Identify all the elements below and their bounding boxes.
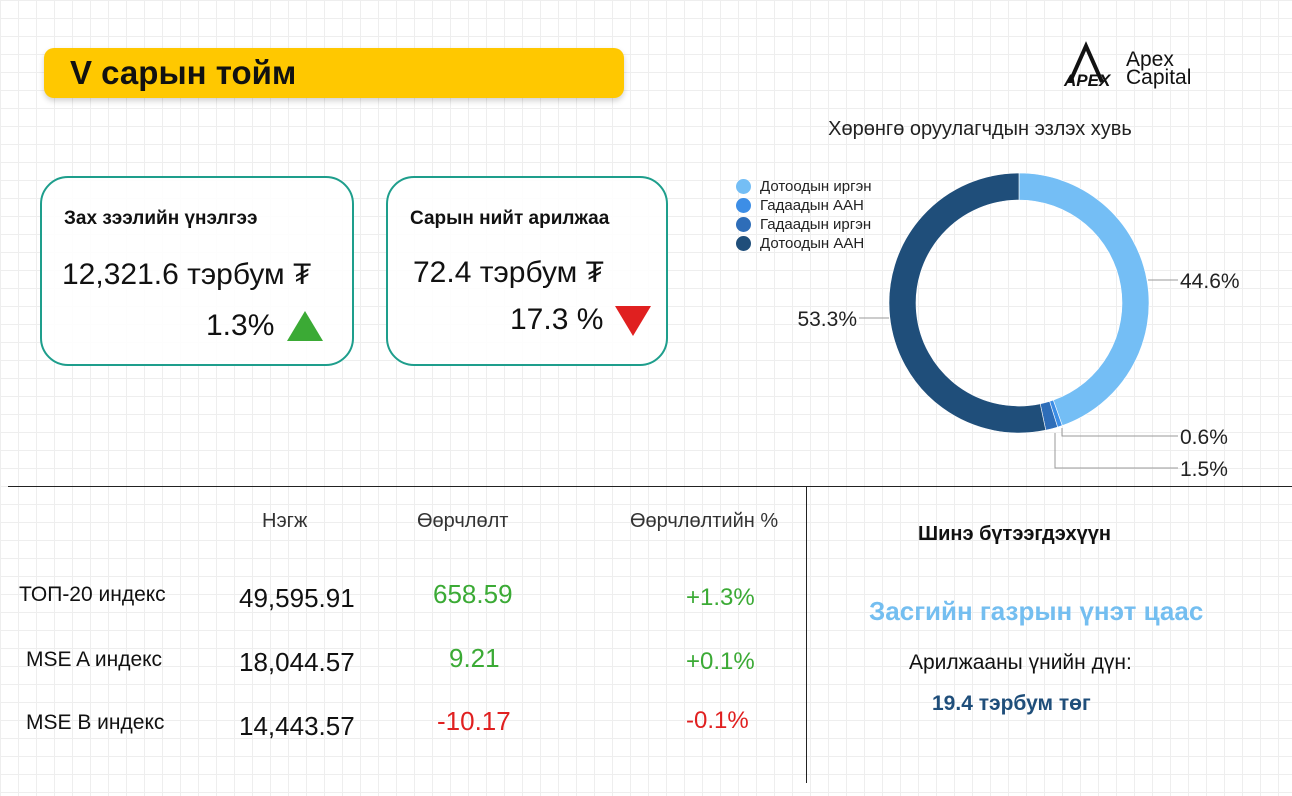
legend-label: Дотоодын иргэн bbox=[760, 178, 872, 195]
slice-leader-line bbox=[1061, 428, 1178, 437]
logo-word-apex: Apex bbox=[1126, 48, 1174, 71]
index-value: 18,044.57 bbox=[239, 647, 355, 677]
legend-item: Дотоодын ААН bbox=[736, 234, 864, 253]
header-change: Өөрчлөлт bbox=[417, 510, 509, 532]
index-change-pct: +1.3% bbox=[686, 584, 755, 611]
section-divider-vertical bbox=[806, 487, 807, 783]
slice-value-label: 53.3% bbox=[797, 308, 857, 331]
chart-title: Хөрөнгө оруулагчдын эзлэх хувь bbox=[828, 118, 1132, 140]
monthly-trade-card: Сарын нийт арилжаа 72.4 тэрбум ₮ 17.3 % bbox=[386, 176, 668, 366]
header-unit: Нэгж bbox=[262, 510, 308, 532]
card-title: Зах зээлийн үнэлгээ bbox=[64, 208, 258, 229]
index-name: MSE B индекс bbox=[26, 711, 165, 734]
legend-label: Гадаадын иргэн bbox=[760, 216, 872, 233]
legend-swatch bbox=[736, 198, 751, 213]
apex-capital-logo: APEX Apex Capital bbox=[1062, 40, 1212, 92]
page-title: V сарын тойм bbox=[70, 54, 297, 91]
legend-swatch bbox=[736, 179, 751, 194]
slice-leader-line bbox=[1054, 433, 1178, 469]
header-change-pct: Өөрчлөлтийн % bbox=[630, 510, 779, 532]
donut-slice bbox=[1018, 172, 1150, 426]
index-change-pct: -0.1% bbox=[686, 707, 749, 734]
index-name: MSE A индекс bbox=[26, 648, 163, 671]
arrow-down-icon bbox=[615, 306, 651, 336]
slice-value-label: 1.5% bbox=[1180, 458, 1228, 481]
card-change: 17.3 % bbox=[510, 303, 604, 336]
legend-label: Дотоодын ААН bbox=[760, 235, 865, 252]
slice-value-label: 0.6% bbox=[1180, 426, 1228, 449]
page-title-banner: V сарын тойм bbox=[44, 48, 624, 98]
legend-item: Дотоодын иргэн bbox=[736, 177, 872, 196]
market-cap-card: Зах зээлийн үнэлгээ 12,321.6 тэрбум ₮ 1.… bbox=[40, 176, 354, 366]
slice-value-label: 44.6% bbox=[1180, 270, 1240, 293]
apex-logo-icon: APEX bbox=[1063, 41, 1112, 90]
logo-word-capital: Capital bbox=[1126, 66, 1192, 89]
trade-value-amount: 19.4 тэрбум төг bbox=[932, 692, 1091, 715]
donut-chart: 44.6% 0.6% 1.5% 53.3% bbox=[797, 172, 1240, 481]
donut-slice bbox=[888, 172, 1047, 434]
index-name: ТОП-20 индекс bbox=[19, 583, 166, 606]
card-change: 1.3% bbox=[206, 309, 275, 342]
legend-item: Гадаадын ААН bbox=[736, 196, 864, 215]
arrow-up-icon bbox=[287, 311, 323, 341]
index-change: -10.17 bbox=[437, 706, 511, 736]
section-divider-horizontal bbox=[8, 486, 1292, 487]
legend-label: Гадаадын ААН bbox=[760, 197, 864, 214]
new-product-title: Шинэ бүтээгдэхүүн bbox=[918, 523, 1111, 545]
card-title: Сарын нийт арилжаа bbox=[410, 208, 610, 229]
index-value: 49,595.91 bbox=[239, 583, 355, 613]
legend-item: Гадаадын иргэн bbox=[736, 215, 871, 234]
legend-swatch bbox=[736, 236, 751, 251]
index-change: 9.21 bbox=[449, 643, 500, 673]
new-product-name: Засгийн газрын үнэт цаас bbox=[869, 596, 1204, 626]
logo-mark: APEX bbox=[1063, 71, 1112, 90]
index-change: 658.59 bbox=[433, 579, 513, 609]
trade-value-label: Арилжааны үнийн дүн: bbox=[909, 651, 1132, 674]
legend-swatch bbox=[736, 217, 751, 232]
index-change-pct: +0.1% bbox=[686, 648, 755, 675]
card-value: 72.4 тэрбум ₮ bbox=[413, 256, 604, 289]
index-value: 14,443.57 bbox=[239, 711, 355, 741]
card-value: 12,321.6 тэрбум ₮ bbox=[62, 258, 312, 291]
